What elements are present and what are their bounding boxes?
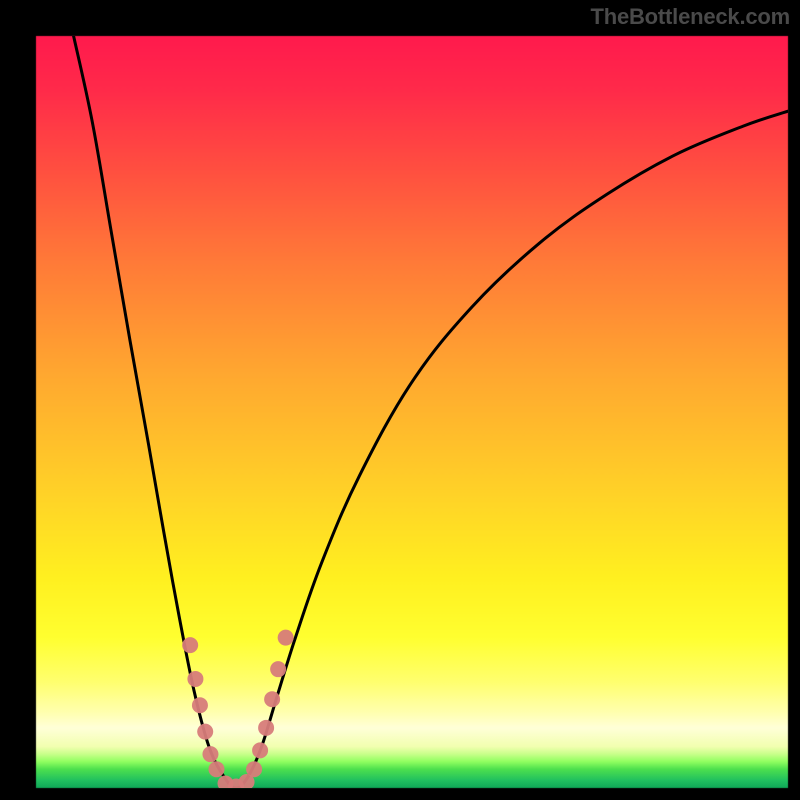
marker-point xyxy=(264,691,280,707)
marker-point xyxy=(197,724,213,740)
marker-point xyxy=(192,697,208,713)
marker-point xyxy=(270,661,286,677)
marker-point xyxy=(208,761,224,777)
chart-container: TheBottleneck.com xyxy=(0,0,800,800)
marker-group xyxy=(182,630,294,788)
marker-point xyxy=(182,637,198,653)
bottleneck-curve xyxy=(74,36,788,788)
marker-point xyxy=(187,671,203,687)
marker-point xyxy=(202,746,218,762)
plot-svg xyxy=(36,36,788,788)
marker-point xyxy=(252,742,268,758)
marker-point xyxy=(246,761,262,777)
marker-point xyxy=(258,720,274,736)
marker-point xyxy=(278,630,294,646)
